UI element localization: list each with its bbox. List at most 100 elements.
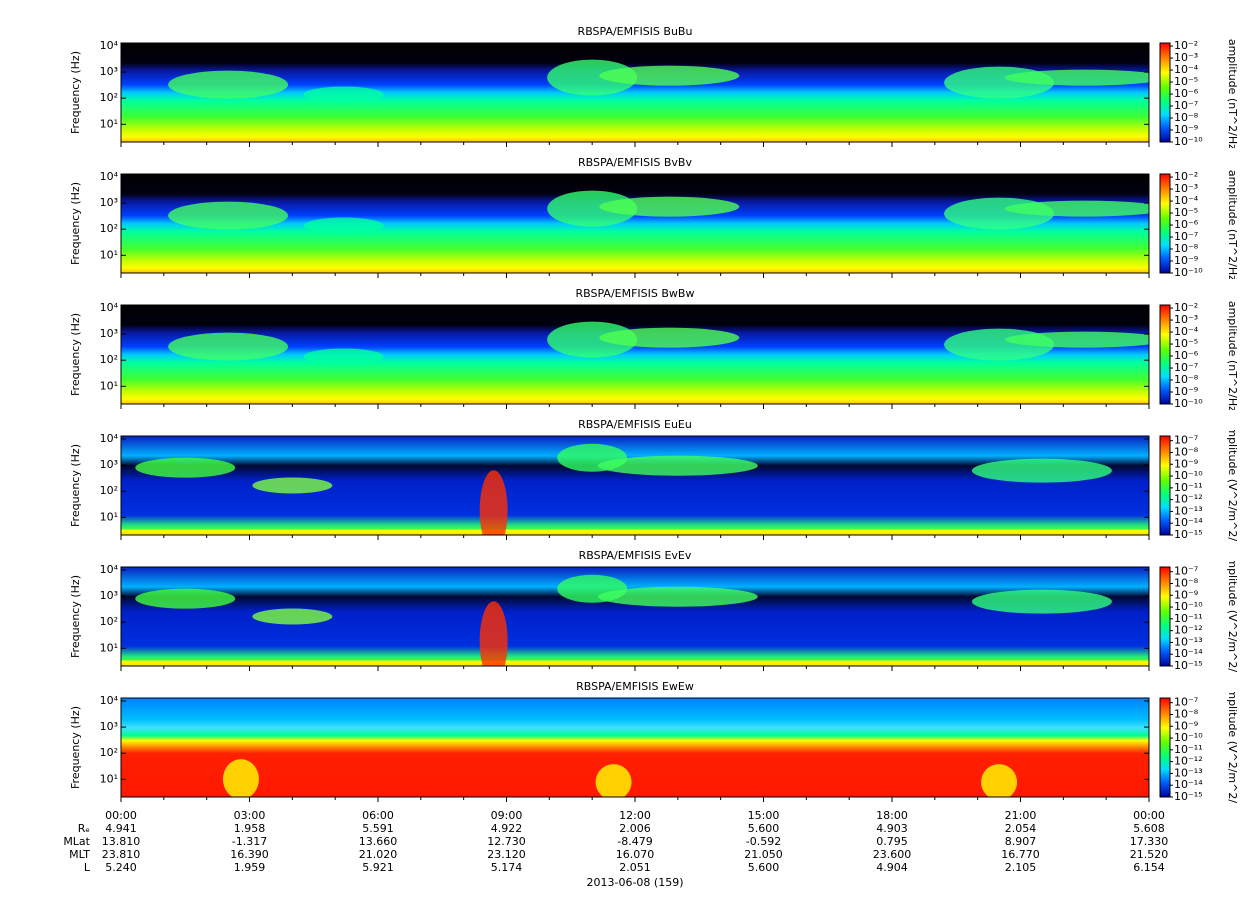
colorbar-label-group: amplitude (V^2/m^2/Hz) xyxy=(1226,420,1239,560)
ephemeris-value: 2.006 xyxy=(619,822,651,835)
ephemeris-value: 23.810 xyxy=(102,848,141,861)
ephemeris-value: -8.479 xyxy=(617,835,652,848)
ephemeris-value: 5.240 xyxy=(105,861,137,874)
colorbar-tick-label: 10⁻¹¹ xyxy=(1174,612,1203,625)
colorbar-tick-label: 10⁻¹³ xyxy=(1174,504,1203,517)
x-tick-label: 00:00 xyxy=(105,809,137,822)
y-tick-label: 10¹ xyxy=(100,641,118,654)
panel: RBSPA/EMFISIS EwEw Frequency (Hz) 10¹ 10² 10… xyxy=(69,680,1239,822)
colorbar-tick-label: 10⁻⁸ xyxy=(1174,445,1199,458)
feature xyxy=(547,190,638,227)
colorbar-tick-label: 10⁻⁷ xyxy=(1174,99,1198,112)
y-tick-label: 10² xyxy=(100,615,118,628)
ephemeris-value: 21.520 xyxy=(1130,848,1169,861)
ephemeris-label: Rₑ xyxy=(78,822,90,835)
y-tick-label: 10⁴ xyxy=(100,301,119,314)
feature xyxy=(168,332,289,361)
ephemeris-value: 23.120 xyxy=(487,848,526,861)
panel-title: RBSPA/EMFISIS EvEv xyxy=(579,549,692,562)
panel-title: RBSPA/EMFISIS BwBw xyxy=(576,287,695,300)
y-axis-label: Frequency (Hz) xyxy=(69,706,82,789)
colorbar-tick-label: 10⁻⁸ xyxy=(1174,111,1199,124)
colorbar-tick-label: 10⁻⁴ xyxy=(1174,63,1199,76)
y-axis-label: Frequency (Hz) xyxy=(69,182,82,265)
ephemeris-value: 2.105 xyxy=(1005,861,1037,874)
feature xyxy=(597,455,758,476)
spectrogram-features xyxy=(222,759,1018,797)
ephemeris-label: MLT xyxy=(69,848,90,861)
colorbar-label-group: amplitude (V^2/m^2/Hz) xyxy=(1226,561,1239,672)
colorbar-tick-label: 10⁻⁶ xyxy=(1174,87,1199,100)
ephemeris-value: 21.050 xyxy=(744,848,783,861)
colorbar-tick-label: 10⁻⁴ xyxy=(1174,194,1199,207)
y-tick-label: 10² xyxy=(100,484,118,497)
colorbar-tick-label: 10⁻⁷ xyxy=(1174,696,1198,709)
panel-title: RBSPA/EMFISIS EwEw xyxy=(576,680,694,693)
panel-title: RBSPA/EMFISIS BuBu xyxy=(578,25,693,38)
colorbar-tick-label: 10⁻⁷ xyxy=(1174,565,1198,578)
y-tick-label: 10³ xyxy=(100,327,118,340)
colorbar-tick-label: 10⁻² xyxy=(1174,39,1198,52)
spectrogram xyxy=(121,698,1149,797)
x-tick-label: 03:00 xyxy=(234,809,266,822)
spectrogram-features xyxy=(135,574,1112,666)
colorbar-label: amplitude (V^2/m^2/Hz) xyxy=(1226,682,1239,822)
x-tick-label: 00:00 xyxy=(1133,809,1165,822)
colorbar-tick-label: 10⁻¹⁰ xyxy=(1174,135,1203,148)
y-tick-label: 10² xyxy=(100,746,118,759)
colorbar-label: amplitude (V^2/m^2/Hz) xyxy=(1226,420,1239,560)
colorbar-tick-label: 10⁻¹⁰ xyxy=(1174,469,1203,482)
ephemeris-value: 21.020 xyxy=(359,848,398,861)
y-tick-label: 10³ xyxy=(100,65,118,78)
x-tick-label: 18:00 xyxy=(876,809,908,822)
colorbar-tick-label: 10⁻⁸ xyxy=(1174,576,1199,589)
feature xyxy=(479,470,508,535)
feature xyxy=(135,588,236,609)
colorbar-label: amplitude (nT^2/Hz) xyxy=(1226,301,1239,416)
colorbar-label-group: amplitude (V^2/m^2/Hz) xyxy=(1226,682,1239,822)
colorbar-tick-label: 10⁻⁸ xyxy=(1174,707,1199,720)
y-tick-label: 10² xyxy=(100,91,118,104)
ephemeris-value: 5.591 xyxy=(362,822,394,835)
feature xyxy=(252,608,333,625)
ephemeris-value: 5.608 xyxy=(1133,822,1165,835)
date-label: 2013-06-08 (159) xyxy=(586,876,683,889)
colorbar-tick-label: 10⁻² xyxy=(1174,301,1198,314)
x-tick-label: 09:00 xyxy=(491,809,523,822)
feature xyxy=(168,70,289,99)
colorbar-tick-label: 10⁻⁹ xyxy=(1174,588,1198,601)
colorbar-tick-label: 10⁻⁷ xyxy=(1174,230,1198,243)
ephemeris-label: MLat xyxy=(63,835,90,848)
feature xyxy=(1004,69,1149,86)
feature xyxy=(981,764,1018,797)
colorbar-tick-label: 10⁻³ xyxy=(1174,51,1198,64)
feature xyxy=(252,477,333,494)
ephemeris-value: -1.317 xyxy=(232,835,267,848)
feature xyxy=(597,586,758,607)
colorbar-tick-label: 10⁻³ xyxy=(1174,313,1198,326)
y-tick-label: 10³ xyxy=(100,196,118,209)
colorbar-tick-label: 10⁻⁴ xyxy=(1174,325,1199,338)
ephemeris-value: 16.770 xyxy=(1001,848,1040,861)
ephemeris-value: 5.174 xyxy=(491,861,523,874)
ephemeris-value: 4.922 xyxy=(491,822,523,835)
ephemeris-value: 4.903 xyxy=(876,822,908,835)
colorbar-label-group: amplitude (nT^2/Hz) xyxy=(1226,39,1239,148)
ephemeris-value: 5.921 xyxy=(362,861,394,874)
ephemeris-value: 4.904 xyxy=(876,861,908,874)
colorbar-tick-label: 10⁻⁷ xyxy=(1174,361,1198,374)
x-tick-label: 06:00 xyxy=(362,809,394,822)
colorbar-tick-label: 10⁻¹⁰ xyxy=(1174,266,1203,279)
y-tick-label: 10³ xyxy=(100,589,118,602)
feature xyxy=(547,321,638,358)
colorbar-tick-label: 10⁻⁶ xyxy=(1174,218,1199,231)
colorbar-tick-label: 10⁻⁷ xyxy=(1174,434,1198,447)
colorbar xyxy=(1159,566,1171,667)
colorbar-tick-label: 10⁻⁹ xyxy=(1174,457,1198,470)
colorbar-tick-label: 10⁻² xyxy=(1174,170,1198,183)
colorbar-tick-label: 10⁻⁵ xyxy=(1174,75,1198,88)
colorbar-label-group: amplitude (nT^2/Hz) xyxy=(1226,301,1239,416)
colorbar-tick-label: 10⁻¹⁰ xyxy=(1174,731,1203,744)
feature xyxy=(168,201,289,230)
y-tick-label: 10⁴ xyxy=(100,170,119,183)
